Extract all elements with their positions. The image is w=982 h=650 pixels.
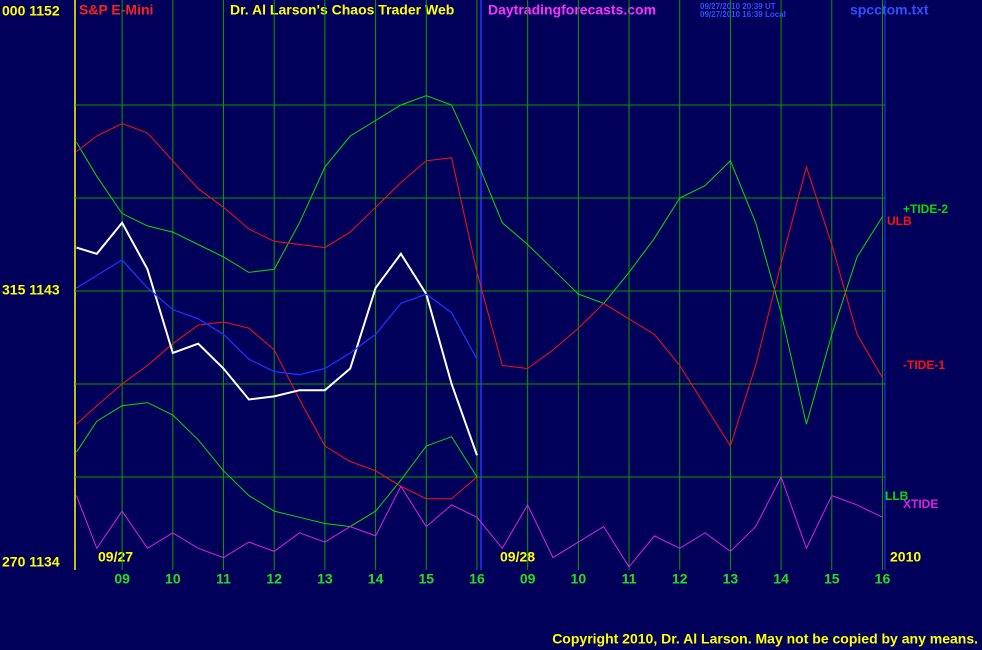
series-label: ULB xyxy=(887,214,912,228)
series-line xyxy=(76,321,478,500)
series-line xyxy=(76,95,883,425)
x-tick-label: 11 xyxy=(216,571,231,587)
x-tick-label: 12 xyxy=(266,571,282,587)
date-label: 09/27 xyxy=(98,549,133,565)
chart-title: Dr. Al Larson's Chaos Trader Web xyxy=(230,2,454,18)
x-tick-label: 14 xyxy=(773,571,789,587)
series-line xyxy=(76,402,478,528)
year-label: 2010 xyxy=(890,549,921,565)
copyright: Copyright 2010, Dr. Al Larson. May not b… xyxy=(552,631,978,647)
series-label: -TIDE-1 xyxy=(903,358,945,372)
y-tick-label: 315 1143 xyxy=(2,282,60,298)
x-tick-label: 15 xyxy=(824,571,840,587)
x-tick-label: 16 xyxy=(875,571,891,587)
series-label: +TIDE-2 xyxy=(903,202,948,216)
date-label: 09/28 xyxy=(500,549,535,565)
overlay-line xyxy=(76,259,478,376)
file-name: spcctom.txt xyxy=(850,2,929,18)
site: Daytradingforecasts.com xyxy=(488,2,656,18)
x-tick-label: 14 xyxy=(368,571,384,587)
x-tick-label: 09 xyxy=(520,571,536,587)
x-tick-label: 13 xyxy=(723,571,739,587)
x-tick-label: 16 xyxy=(469,571,485,587)
x-tick-label: 13 xyxy=(317,571,333,587)
time-ut: 09/27/2010 20:39 UT xyxy=(700,2,776,11)
x-tick-label: 11 xyxy=(622,571,637,587)
x-tick-label: 12 xyxy=(672,571,688,587)
x-tick-label: 10 xyxy=(165,571,181,587)
overlay-line xyxy=(76,221,478,456)
series-label: XTIDE xyxy=(903,497,938,511)
symbol: S&P E-Mini xyxy=(79,2,153,18)
x-tick-label: 09 xyxy=(114,571,130,587)
series-line xyxy=(76,123,883,448)
y-tick-label: 270 1134 xyxy=(2,554,60,570)
x-tick-label: 15 xyxy=(418,571,434,587)
series-line xyxy=(76,475,883,568)
x-tick-label: 10 xyxy=(571,571,587,587)
time-local: 09/27/2010 16:39 Local xyxy=(700,10,786,19)
y-tick-label: 000 1152 xyxy=(2,3,60,19)
series-label: LLB xyxy=(885,489,909,503)
